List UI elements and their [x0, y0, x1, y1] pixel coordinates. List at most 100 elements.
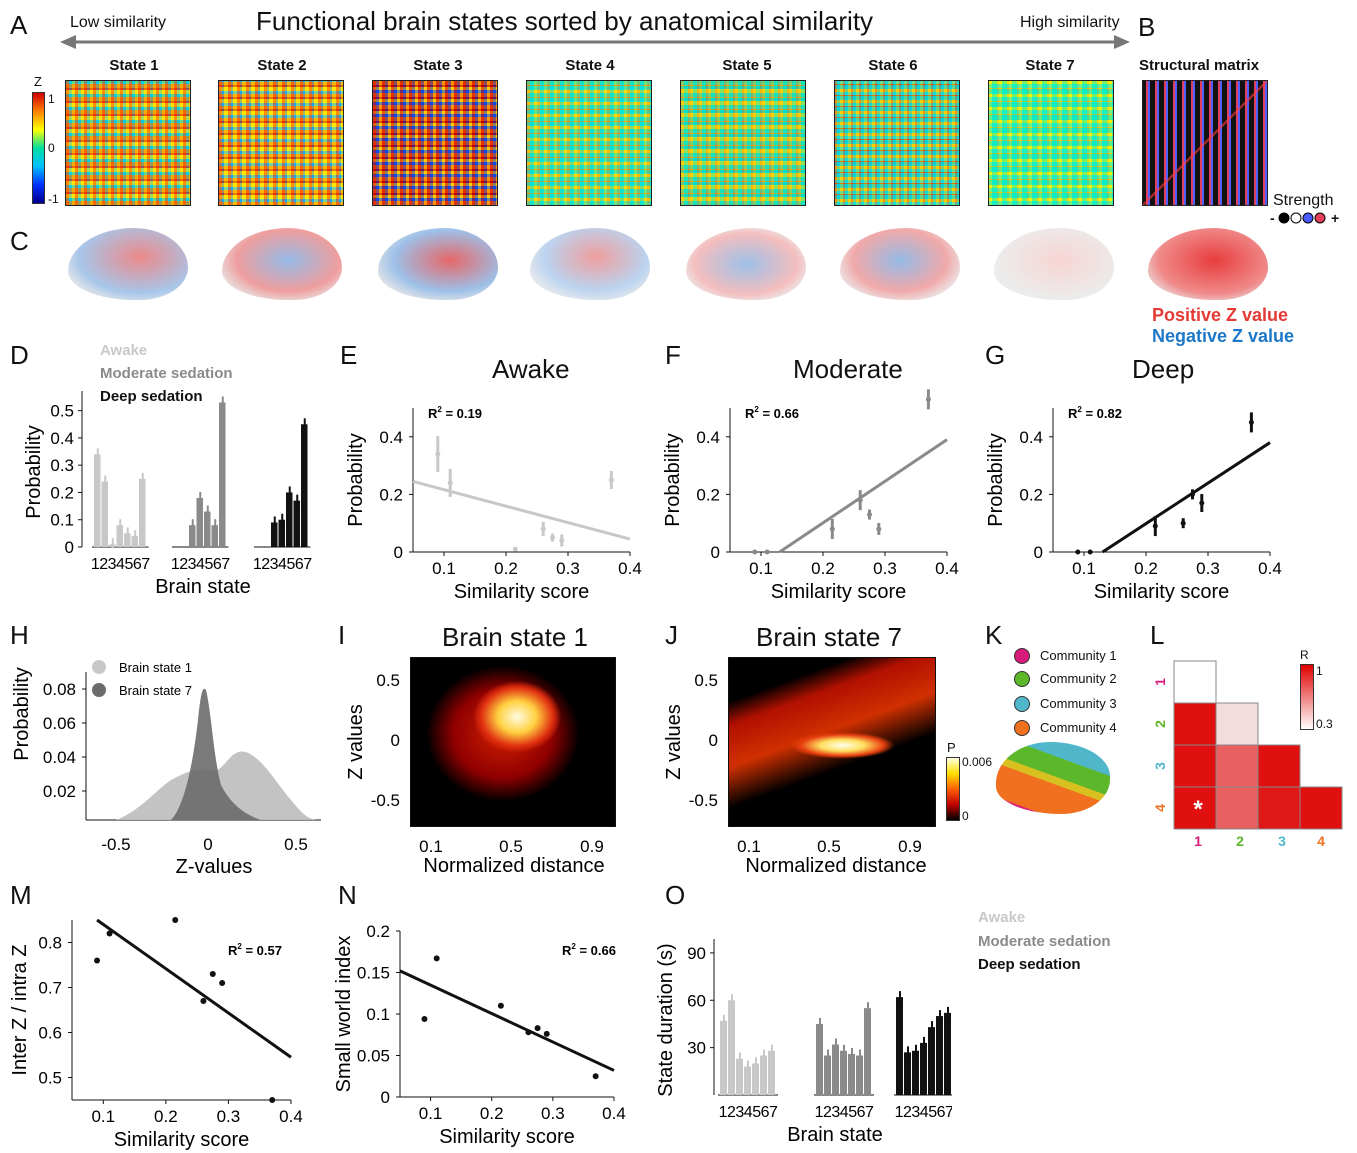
data-point — [559, 537, 565, 543]
chart-g-deep: 0.1 0.2 0.3 0.4 0 0.2 0.4 Similarity score Proba… — [985, 405, 1282, 603]
bar — [928, 1027, 935, 1095]
x-axis-label: Similarity score — [114, 1129, 250, 1150]
d-legend-awake: Awake — [100, 342, 148, 359]
bar — [101, 481, 108, 547]
r-squared-label: R2 = 0.66 — [745, 405, 799, 421]
x-tick-label: 0.4 — [602, 1104, 626, 1123]
y-tick-label: 0.1 — [50, 511, 74, 530]
community-4-swatch — [1014, 720, 1030, 736]
state-1-matrix — [65, 80, 191, 206]
x-tick-label: 0.4 — [935, 559, 959, 578]
chart-o-state-duration: 30 60 90 1234567 1234567 1234567 Brain state St… — [655, 939, 952, 1146]
data-point — [200, 998, 207, 1004]
data-point — [209, 971, 216, 977]
strength-label: Strength — [1273, 192, 1334, 209]
data-point — [925, 396, 931, 402]
bar — [286, 492, 293, 547]
data-point — [1152, 523, 1158, 529]
o-legend-awake: Awake — [978, 909, 1026, 926]
x-axis-label: Similarity score — [439, 1126, 575, 1148]
y-tick-label: 0.2 — [50, 483, 74, 502]
state-5-matrix — [680, 80, 806, 206]
y-tick-label: 0 — [65, 538, 74, 557]
data-point — [592, 1073, 599, 1080]
o-legend-deep: Deep sedation — [978, 956, 1081, 973]
data-point — [94, 957, 101, 964]
l-row-3: 3 — [1152, 762, 1168, 770]
l-row-2: 2 — [1152, 720, 1168, 728]
p-colorbar-max: 0.006 — [962, 755, 993, 769]
y-tick-label: 0.2 — [696, 485, 720, 504]
y-axis-label: Probability — [345, 433, 367, 526]
h-ytick-008: 0.08 — [43, 680, 76, 699]
state-4-title: State 4 — [565, 57, 615, 74]
negative-z-legend: Negative Z value — [1152, 326, 1295, 346]
x-tick-label: 0.1 — [432, 559, 456, 578]
brain-network-state-5 — [686, 228, 806, 300]
j-ytick-0: 0 — [709, 731, 718, 750]
y-tick-label: 0.8 — [38, 934, 62, 953]
community-3-swatch — [1014, 696, 1030, 712]
l-row-4: 4 — [1152, 804, 1168, 812]
x-tick-label: 0.4 — [279, 1107, 303, 1126]
y-tick-label: 0.2 — [366, 922, 390, 941]
bar — [94, 454, 101, 547]
l-significance-star: * — [1193, 796, 1203, 823]
brain-network-state-3 — [378, 228, 498, 300]
state-3-matrix — [372, 80, 498, 206]
data-point — [1087, 549, 1093, 555]
o-legend-moderate: Moderate sedation — [978, 933, 1111, 950]
x-tick-label: 0.4 — [1258, 559, 1282, 578]
panel-letter-f: F — [665, 340, 681, 370]
l-row-1: 1 — [1152, 678, 1168, 686]
bar — [211, 525, 218, 547]
r2-colorbar — [1300, 664, 1314, 730]
data-point — [1075, 549, 1081, 555]
data-point — [1248, 419, 1254, 425]
community-1-swatch — [1014, 648, 1030, 664]
community-2-swatch — [1014, 671, 1030, 687]
x-tick-label: 0.2 — [1134, 559, 1158, 578]
chart-n-small-world: 0.1 0.2 0.3 0.4 0 0.05 0.1 0.15 0.2 Similarity sc… — [333, 922, 626, 1148]
brain-network-state-4 — [530, 228, 650, 300]
r-squared-label: R2 = 0.82 — [1068, 405, 1122, 421]
x-tick-label: 0.3 — [217, 1107, 241, 1126]
panel-letter-m: M — [10, 880, 32, 910]
data-point — [752, 549, 758, 555]
x-tick-label: 0.1 — [91, 1107, 115, 1126]
y-axis-label: Inter Z / intra Z — [9, 944, 31, 1075]
chart-m-inter-intra: 0.1 0.2 0.3 0.4 0.5 0.6 0.7 0.8 Similarity score… — [9, 917, 303, 1150]
data-point — [512, 546, 518, 552]
low-similarity-label: Low similarity — [70, 14, 167, 31]
p-colorbar-min: 0 — [962, 809, 969, 823]
y-tick-label: 0.7 — [38, 979, 62, 998]
i-xtick-01: 0.1 — [419, 837, 443, 856]
bar — [752, 1063, 759, 1095]
i-ytick-0: 0 — [391, 731, 400, 750]
bar — [816, 1023, 823, 1095]
panel-letter-l: L — [1150, 620, 1165, 650]
data-point — [829, 526, 835, 532]
y-tick-label: 0.4 — [379, 428, 403, 447]
bar — [896, 997, 903, 1095]
chart-f-moderate: 0.1 0.2 0.3 0.4 0 0.2 0.4 Similarity score Proba… — [662, 389, 959, 603]
y-tick-label: 0 — [1034, 543, 1043, 562]
structural-matrix — [1142, 80, 1268, 206]
h-xtick-05: 0.5 — [284, 835, 308, 854]
bar — [736, 1058, 743, 1095]
bar — [936, 1016, 943, 1095]
data-point — [1180, 520, 1186, 526]
i-xlabel: Normalized distance — [423, 855, 604, 877]
data-point — [867, 512, 872, 518]
community-4-label: Community 4 — [1040, 720, 1117, 735]
data-point — [525, 1029, 532, 1036]
data-point — [608, 477, 614, 483]
j-title: Brain state 7 — [756, 622, 902, 652]
x-tick-label: 0.4 — [618, 559, 642, 578]
h-ytick-006: 0.06 — [43, 714, 76, 733]
x-tick-label: 0.3 — [556, 559, 580, 578]
j-xtick-09: 0.9 — [898, 837, 922, 856]
h-xlabel: Z-values — [176, 856, 253, 878]
l-col-3: 3 — [1278, 833, 1286, 849]
